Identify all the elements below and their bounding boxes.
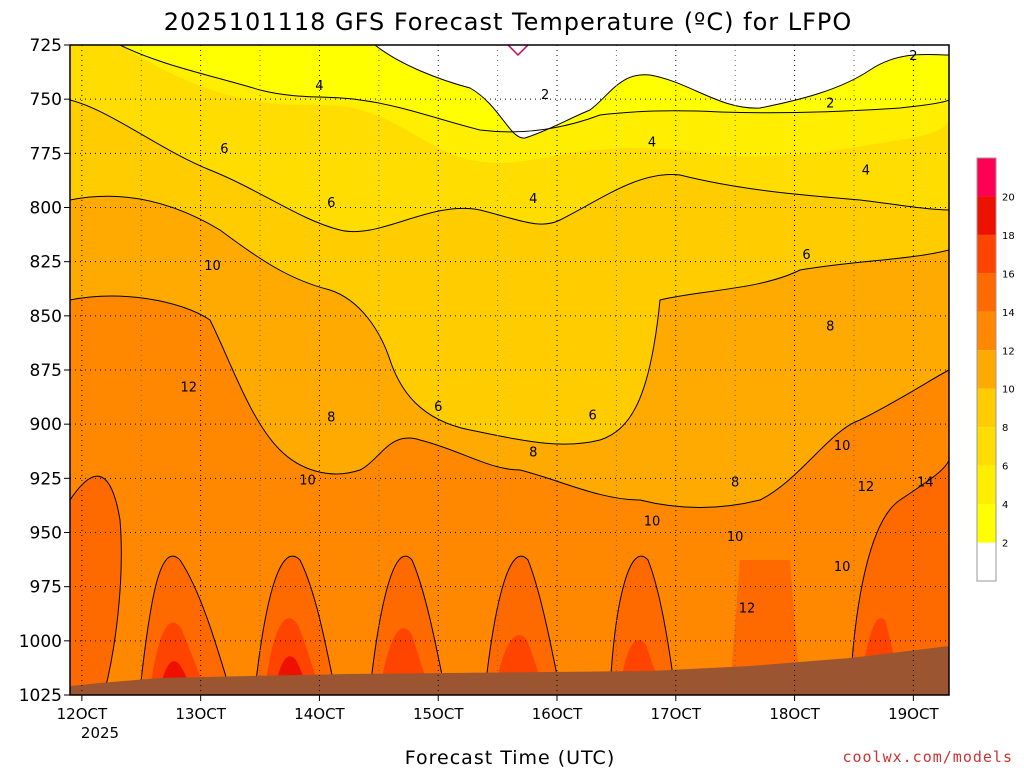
contour-label: 10 bbox=[644, 515, 661, 530]
colorbar-cell bbox=[977, 234, 996, 274]
contour-label: 4 bbox=[648, 136, 656, 151]
x-tick-label: 18OCT bbox=[769, 705, 820, 723]
colorbar-tick-label: 18 bbox=[1002, 231, 1015, 242]
colorbar-cell bbox=[977, 311, 996, 351]
x-axis: 12OCT 13OCT 14OCT 15OCT 16OCT 17OCT 18OCT 19OCT bbox=[57, 695, 939, 723]
y-tick-label: 1025 bbox=[19, 686, 62, 706]
contour-label: 6 bbox=[802, 248, 810, 263]
colorbar-tick-label: 12 bbox=[1002, 346, 1015, 357]
y-tick-label: 1000 bbox=[19, 632, 62, 652]
x-tick-label: 19OCT bbox=[888, 705, 939, 723]
contour-label: 4 bbox=[529, 192, 537, 207]
colorbar-cell bbox=[977, 504, 996, 543]
colorbar-tick-label: 2 bbox=[1002, 539, 1008, 550]
grid-layer bbox=[70, 44, 949, 696]
contour-label: 14 bbox=[917, 476, 934, 491]
colorbar-tick-label: 6 bbox=[1002, 462, 1008, 473]
colorbar-tick-label: 16 bbox=[1002, 269, 1015, 280]
contour-label: 12 bbox=[739, 601, 756, 616]
credit-text: coolwx.com/models bbox=[842, 748, 1013, 766]
x-tick-label: 17OCT bbox=[651, 705, 702, 723]
contour-label: 6 bbox=[589, 409, 597, 424]
contour-label-layer: 2 2 2 4 4 4 4 6 6 6 6 6 8 8 8 8 10 10 10 10 10 10 12 12 12 14 bbox=[181, 49, 934, 616]
temperature-field: 2 2 2 4 4 4 4 6 6 6 6 6 8 8 8 8 10 10 10 10 10 10 12 12 12 14 bbox=[70, 45, 949, 695]
x-tick-label: 13OCT bbox=[175, 705, 226, 723]
x-year-label: 2025 bbox=[81, 724, 119, 742]
y-tick-label: 725 bbox=[30, 36, 62, 56]
colorbar-cell bbox=[977, 350, 996, 389]
contour-label: 4 bbox=[315, 79, 323, 94]
colorbar-cell bbox=[977, 196, 996, 235]
y-tick-label: 775 bbox=[30, 144, 62, 164]
contour-label: 4 bbox=[862, 164, 870, 179]
x-axis-label: Forecast Time (UTC) bbox=[405, 747, 615, 768]
contour-label: 6 bbox=[220, 142, 228, 157]
colorbar-cell bbox=[977, 273, 996, 312]
colorbar-cell bbox=[977, 427, 996, 466]
y-tick-label: 975 bbox=[30, 578, 62, 598]
colorbar-tick-label: 4 bbox=[1002, 500, 1008, 511]
contour-label: 10 bbox=[834, 560, 851, 575]
contour-label: 8 bbox=[731, 476, 739, 491]
contour-label: 6 bbox=[434, 400, 442, 415]
x-tick-label: 12OCT bbox=[57, 705, 108, 723]
y-tick-label: 875 bbox=[30, 361, 62, 381]
y-tick-label: 825 bbox=[30, 253, 62, 273]
contour-label: 10 bbox=[727, 530, 744, 545]
colorbar-cell bbox=[977, 542, 996, 581]
chart-title: 2025101118 GFS Forecast Temperature (ºC)… bbox=[164, 8, 853, 36]
contour-label: 12 bbox=[181, 380, 198, 395]
colorbar: 2 4 6 8 10 12 14 16 18 20 bbox=[976, 157, 1015, 582]
contour-label: 10 bbox=[299, 474, 316, 489]
colorbar-cell bbox=[977, 465, 996, 505]
y-tick-label: 925 bbox=[30, 469, 62, 489]
contour-label: 2 bbox=[541, 88, 549, 103]
y-tick-label: 850 bbox=[30, 307, 62, 327]
contour-label: 10 bbox=[834, 439, 851, 454]
colorbar-tick-label: 8 bbox=[1002, 423, 1008, 434]
y-axis: 725 750 775 800 825 850 875 900 925 950 975 1000 102… bbox=[19, 36, 70, 706]
x-tick-label: 16OCT bbox=[532, 705, 583, 723]
y-tick-label: 950 bbox=[30, 524, 62, 544]
contour-label: 8 bbox=[826, 320, 834, 335]
pressure-contour-line bbox=[507, 45, 529, 57]
colorbar-cell bbox=[977, 388, 996, 428]
colorbar-cell bbox=[977, 158, 996, 197]
contour-lines bbox=[70, 45, 949, 691]
y-tick-label: 900 bbox=[30, 415, 62, 435]
contour-label: 2 bbox=[909, 49, 917, 64]
y-tick-label: 800 bbox=[30, 199, 62, 219]
colorbar-frame bbox=[976, 157, 997, 582]
contour-label: 8 bbox=[327, 411, 335, 426]
colorbar-tick-label: 10 bbox=[1002, 385, 1015, 396]
contour-label: 10 bbox=[204, 259, 221, 274]
y-tick-label: 750 bbox=[30, 90, 62, 110]
colorbar-tick-label: 14 bbox=[1002, 308, 1015, 319]
band-below-0 bbox=[375, 45, 949, 139]
contour-label: 6 bbox=[327, 196, 335, 211]
contour-label: 2 bbox=[826, 97, 834, 112]
x-tick-label: 14OCT bbox=[294, 705, 345, 723]
x-tick-label: 15OCT bbox=[413, 705, 464, 723]
colorbar-tick-label: 20 bbox=[1002, 192, 1015, 203]
contour-label: 8 bbox=[529, 445, 537, 460]
terrain-surface bbox=[70, 646, 949, 695]
contour-label: 12 bbox=[858, 480, 875, 495]
warm-pockets bbox=[70, 460, 949, 690]
